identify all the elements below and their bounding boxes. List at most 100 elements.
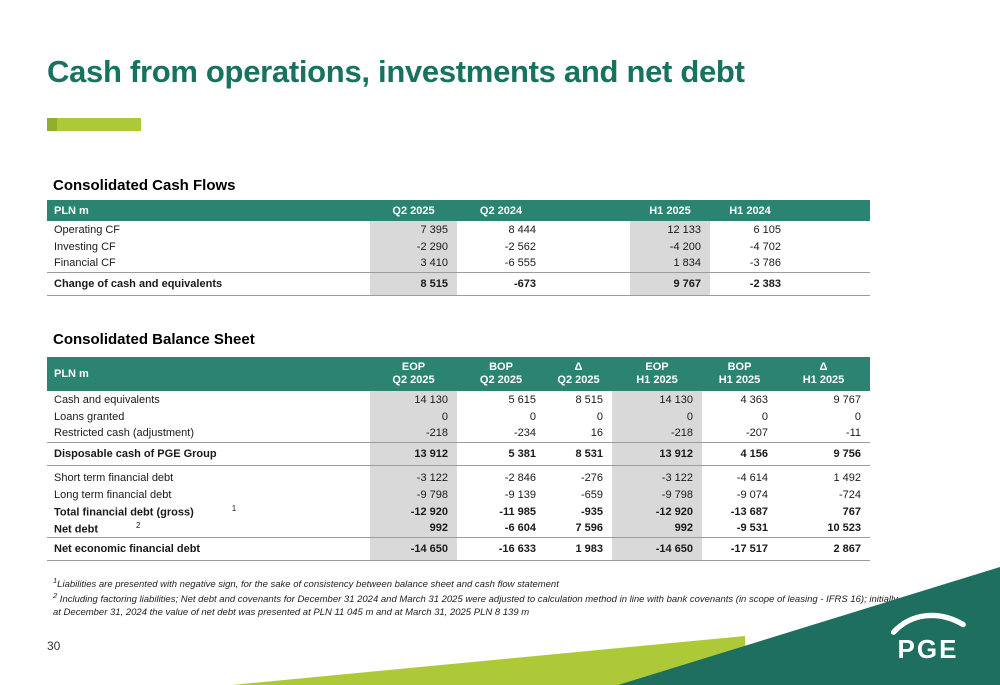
table-row-total: Total financial debt (gross) 1 -12 920 -1…: [47, 503, 870, 520]
table-row: Short term financial debt -3 122 -2 846 …: [47, 465, 870, 486]
page-title: Cash from operations, investments and ne…: [47, 54, 745, 89]
cell-value: -207: [745, 427, 768, 440]
column-header: EOP Q2 2025: [370, 357, 457, 391]
section-heading-cash-flows: Consolidated Cash Flows: [53, 177, 236, 194]
cell-value: -9 139: [504, 488, 536, 501]
column-header-line: Q2 2025: [557, 374, 600, 386]
footnotes: 1Liabilities are presented with negative…: [53, 576, 901, 619]
cell-value: -12 920: [612, 503, 702, 520]
cell-value: 13 912: [370, 441, 457, 466]
row-label: Loans granted: [54, 410, 125, 423]
column-spacer: [790, 238, 870, 255]
column-header: Δ Q2 2025: [545, 357, 612, 391]
row-label-text: Net debt: [54, 523, 98, 536]
accent-bar-dark-segment: [47, 118, 57, 131]
footnote-ref: 2: [136, 520, 141, 530]
cell-value: -9 798: [370, 486, 457, 503]
column-header-line: H1 2025: [802, 374, 845, 386]
cell-value: 16: [590, 427, 603, 440]
cell-value: 8 444: [508, 223, 536, 236]
column-header: Δ H1 2025: [777, 357, 870, 391]
section-heading-balance-sheet: Consolidated Balance Sheet: [53, 331, 255, 348]
footer-lime-shape: [232, 636, 745, 685]
column-header-line: Q2 2025: [479, 374, 523, 386]
table-row: Long term financial debt -9 798 -9 139 -…: [47, 486, 870, 503]
cell-value: -3 122: [612, 465, 702, 486]
table-row: Restricted cash (adjustment) -218 -234 1…: [47, 425, 870, 442]
row-label: Short term financial debt: [54, 471, 174, 484]
balance-sheet-table: PLN m EOP Q2 2025 BOP Q2 2025 Δ Q2 2025 …: [47, 357, 870, 561]
row-label: Long term financial debt: [54, 488, 172, 501]
cell-value: -2 562: [504, 240, 536, 253]
cell-value: -14 650: [612, 536, 702, 561]
column-header: BOP H1 2025: [702, 357, 777, 391]
row-label: Total financial debt (gross) 1: [47, 503, 370, 520]
column-header-line: EOP: [401, 361, 426, 373]
column-header: BOP Q2 2025: [457, 357, 545, 391]
cell-value: 0: [596, 410, 603, 423]
row-label: Financial CF: [54, 257, 116, 270]
table-row-subtotal: Disposable cash of PGE Group 13 912 5 38…: [47, 441, 870, 466]
footnote-marker: 2: [53, 591, 58, 601]
cell-value: -14 650: [370, 536, 457, 561]
cell-value: 1 834: [630, 255, 710, 272]
column-spacer: [790, 200, 870, 221]
column-header: Q2 2025: [370, 200, 457, 221]
cell-value: 0: [529, 410, 536, 423]
cell-value: -2 846: [504, 471, 536, 484]
cell-value: 9 767: [630, 271, 710, 296]
cell-value: -218: [370, 425, 457, 442]
cell-value: 1 492: [833, 471, 861, 484]
cell-value: 8 515: [575, 393, 603, 406]
footnote-text: Including factoring liabilities; Net deb…: [53, 594, 898, 618]
cell-value: -9 074: [736, 488, 768, 501]
cell-value: 9 756: [777, 441, 870, 466]
cell-value: -6 555: [504, 257, 536, 270]
cell-value: 14 130: [370, 391, 457, 408]
table-row: Cash and equivalents 14 130 5 615 8 515 …: [47, 391, 870, 408]
table-row: Financial CF 3 410 -6 555 1 834 -3 786: [47, 255, 870, 272]
pge-logo-swoosh-icon: [890, 612, 966, 635]
cell-value: -659: [580, 488, 603, 501]
cell-value: -935: [580, 505, 603, 518]
cell-value: -11: [845, 427, 861, 440]
cell-value: 4 156: [702, 441, 777, 466]
cell-value: 10 523: [827, 522, 861, 535]
column-header: H1 2024: [710, 200, 790, 221]
footnote: 2 Including factoring liabilities; Net d…: [53, 591, 901, 618]
cell-value: 3 410: [370, 255, 457, 272]
cell-value: 14 130: [612, 391, 702, 408]
cell-value: -6 604: [504, 522, 536, 535]
cell-value: 4 363: [740, 393, 768, 406]
cell-value: -724: [838, 488, 861, 501]
table-header-row: PLN m Q2 2025 Q2 2024 H1 2025 H1 2024: [47, 200, 870, 221]
row-label-text: Total financial debt (gross): [54, 506, 194, 519]
cell-value: 0: [761, 410, 768, 423]
footnote-ref: 1: [231, 504, 237, 514]
row-label: Investing CF: [54, 240, 116, 253]
column-header-line: H1 2025: [636, 374, 678, 386]
cell-value: 992: [612, 520, 702, 537]
cell-value: -12 920: [370, 503, 457, 520]
cell-value: -4 614: [736, 471, 768, 484]
table-row: Operating CF 7 395 8 444 12 133 6 105: [47, 221, 870, 238]
cell-value: 2 867: [777, 536, 870, 561]
row-label: Net debt 2: [47, 520, 370, 537]
cell-value: 13 912: [612, 441, 702, 466]
footnote: 1Liabilities are presented with negative…: [53, 576, 901, 591]
column-spacer: [545, 221, 630, 238]
column-header: H1 2025: [630, 200, 710, 221]
cell-value: -4 200: [630, 238, 710, 255]
column-header-line: BOP: [489, 361, 513, 373]
row-label: Net economic financial debt: [47, 536, 370, 561]
column-header-line: H1 2025: [718, 374, 761, 386]
cell-value: -11 985: [499, 505, 536, 518]
cell-value: -17 517: [702, 536, 777, 561]
title-accent-bar: [47, 118, 141, 131]
unit-label: PLN m: [47, 357, 370, 391]
column-header: EOP H1 2025: [612, 357, 702, 391]
cell-value: 0: [854, 410, 861, 423]
table-row-total: Net debt 2 992 -6 604 7 596 992 -9 531 10…: [47, 520, 870, 537]
column-spacer: [545, 200, 630, 221]
